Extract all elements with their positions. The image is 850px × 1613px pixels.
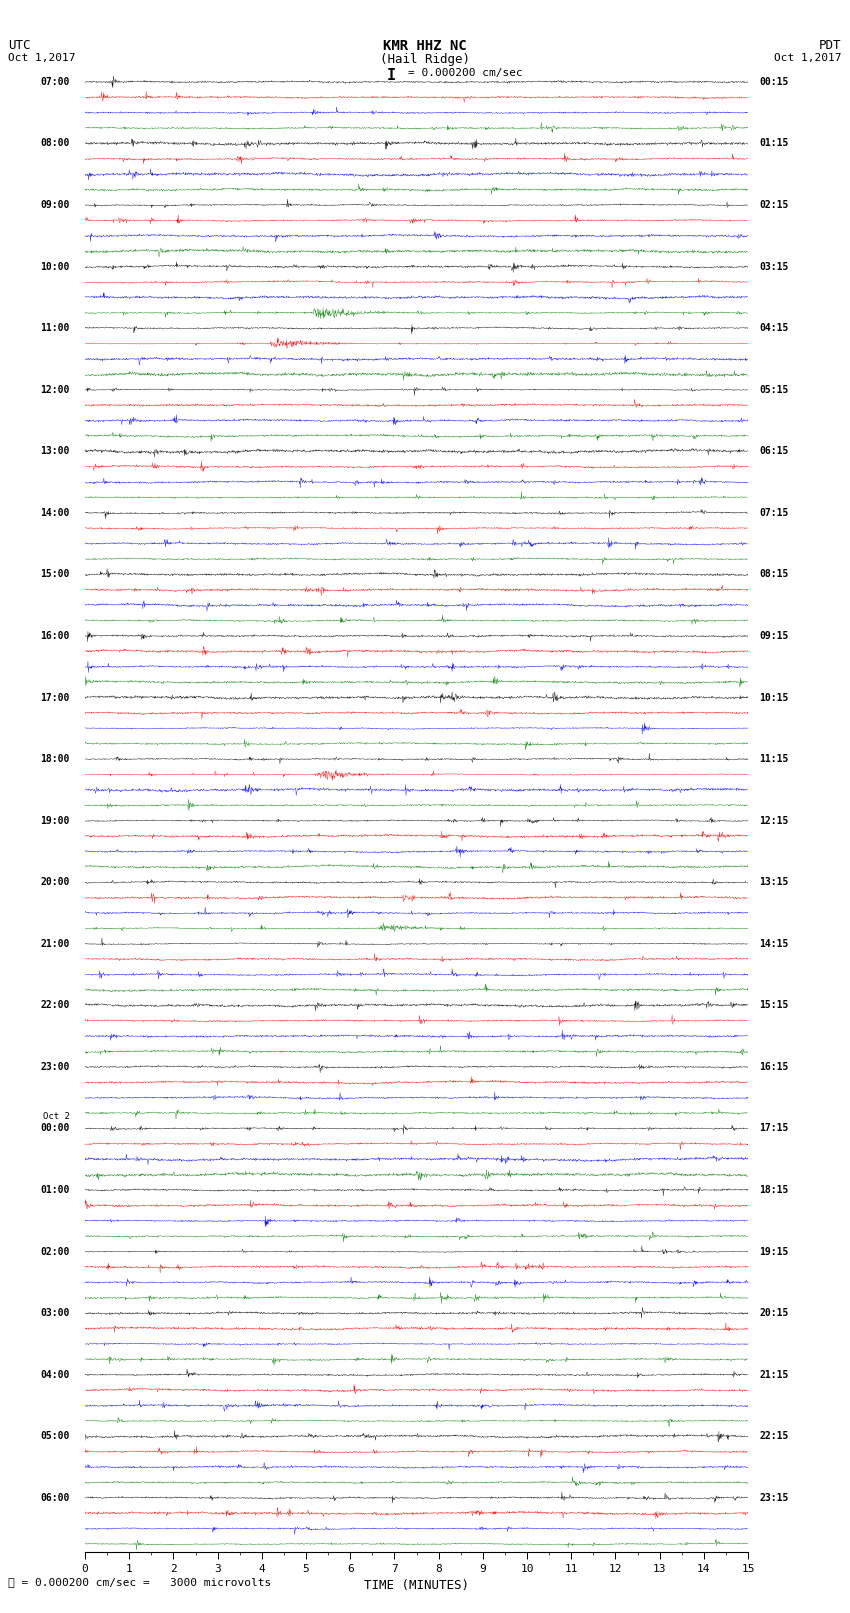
Text: = 0.000200 cm/sec: = 0.000200 cm/sec <box>408 68 523 77</box>
Text: 23:00: 23:00 <box>40 1061 70 1073</box>
Text: ℓ = 0.000200 cm/sec =   3000 microvolts: ℓ = 0.000200 cm/sec = 3000 microvolts <box>8 1578 272 1587</box>
Text: 22:00: 22:00 <box>40 1000 70 1010</box>
Text: 18:00: 18:00 <box>40 755 70 765</box>
Text: Oct 1,2017: Oct 1,2017 <box>774 53 842 63</box>
Text: 08:15: 08:15 <box>759 569 789 579</box>
Text: 20:00: 20:00 <box>40 877 70 887</box>
Text: 14:00: 14:00 <box>40 508 70 518</box>
Text: 08:00: 08:00 <box>40 139 70 148</box>
Text: 06:00: 06:00 <box>40 1494 70 1503</box>
Text: 17:00: 17:00 <box>40 692 70 703</box>
Text: 07:15: 07:15 <box>759 508 789 518</box>
Text: 12:00: 12:00 <box>40 386 70 395</box>
Text: Oct 2: Oct 2 <box>42 1113 70 1121</box>
Text: (Hail Ridge): (Hail Ridge) <box>380 53 470 66</box>
Text: 18:15: 18:15 <box>759 1186 789 1195</box>
Text: 04:00: 04:00 <box>40 1369 70 1379</box>
Text: 07:00: 07:00 <box>40 77 70 87</box>
Text: 01:15: 01:15 <box>759 139 789 148</box>
Text: 17:15: 17:15 <box>759 1124 789 1134</box>
Text: 03:15: 03:15 <box>759 261 789 271</box>
Text: 00:00: 00:00 <box>40 1124 70 1134</box>
Text: 03:00: 03:00 <box>40 1308 70 1318</box>
Text: 20:15: 20:15 <box>759 1308 789 1318</box>
Text: 04:15: 04:15 <box>759 323 789 334</box>
Text: 13:15: 13:15 <box>759 877 789 887</box>
Text: 09:15: 09:15 <box>759 631 789 640</box>
Text: 12:15: 12:15 <box>759 816 789 826</box>
Text: 05:00: 05:00 <box>40 1431 70 1442</box>
Text: 11:00: 11:00 <box>40 323 70 334</box>
Text: 02:15: 02:15 <box>759 200 789 210</box>
Text: KMR HHZ NC: KMR HHZ NC <box>383 39 467 53</box>
Text: 16:15: 16:15 <box>759 1061 789 1073</box>
Text: 19:15: 19:15 <box>759 1247 789 1257</box>
Text: 09:00: 09:00 <box>40 200 70 210</box>
Text: Oct 1,2017: Oct 1,2017 <box>8 53 76 63</box>
Text: 05:15: 05:15 <box>759 386 789 395</box>
Text: 00:15: 00:15 <box>759 77 789 87</box>
Text: 21:15: 21:15 <box>759 1369 789 1379</box>
Text: 13:00: 13:00 <box>40 447 70 456</box>
Text: I: I <box>387 68 395 82</box>
Text: PDT: PDT <box>819 39 842 52</box>
Text: 22:15: 22:15 <box>759 1431 789 1442</box>
Text: 16:00: 16:00 <box>40 631 70 640</box>
Text: 19:00: 19:00 <box>40 816 70 826</box>
Text: 10:15: 10:15 <box>759 692 789 703</box>
X-axis label: TIME (MINUTES): TIME (MINUTES) <box>364 1579 469 1592</box>
Text: 01:00: 01:00 <box>40 1186 70 1195</box>
Text: 11:15: 11:15 <box>759 755 789 765</box>
Text: 21:00: 21:00 <box>40 939 70 948</box>
Text: UTC: UTC <box>8 39 31 52</box>
Text: 06:15: 06:15 <box>759 447 789 456</box>
Text: 15:00: 15:00 <box>40 569 70 579</box>
Text: 23:15: 23:15 <box>759 1494 789 1503</box>
Text: 15:15: 15:15 <box>759 1000 789 1010</box>
Text: 14:15: 14:15 <box>759 939 789 948</box>
Text: 02:00: 02:00 <box>40 1247 70 1257</box>
Text: 10:00: 10:00 <box>40 261 70 271</box>
